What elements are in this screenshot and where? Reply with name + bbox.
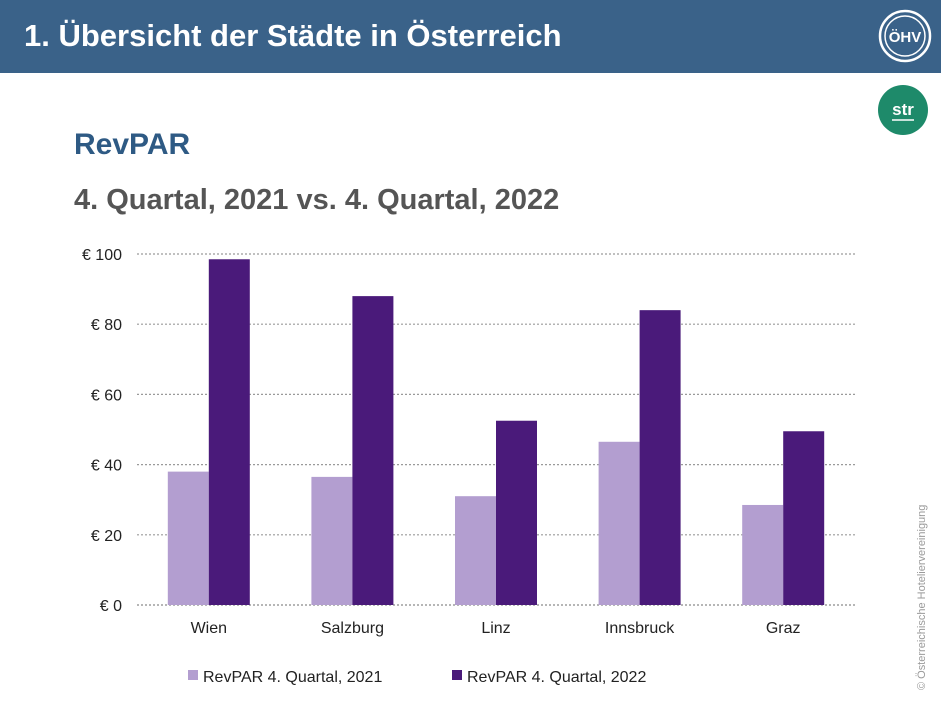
oehv-logo: ÖHV [878,9,932,63]
header-bar: 1. Übersicht der Städte in Österreich ÖH… [0,0,941,73]
str-logo-text: str [892,100,914,119]
bar-2021-linz [455,496,496,605]
bar-2022-graz [783,431,825,605]
page-title: 1. Übersicht der Städte in Österreich [24,18,562,53]
bar-2021-wien [167,471,209,605]
chart-subtitle: RevPAR [74,128,191,161]
bar-2022-wien [208,259,250,605]
bar-2021-salzburg [311,476,353,605]
x-tick-label: Graz [766,620,801,637]
bar-2022-linz [496,420,537,605]
legend-label-2021: RevPAR 4. Quartal, 2021 [203,669,382,686]
y-tick-label: € 0 [100,598,122,615]
y-tick-label: € 80 [91,317,122,334]
chart-period: 4. Quartal, 2021 vs. 4. Quartal, 2022 [74,184,560,216]
bar-2021-graz [742,504,784,605]
y-tick-label: € 60 [91,387,122,404]
str-logo: str [878,85,928,135]
x-tick-label: Linz [481,620,510,637]
x-tick-label: Wien [191,620,227,637]
bar-2022-innsbruck [639,310,681,605]
bar-2022-salzburg [352,296,394,605]
x-tick-label: Salzburg [321,620,384,637]
y-tick-label: € 20 [91,528,122,545]
bar-2021-innsbruck [598,441,640,605]
x-tick-label: Innsbruck [605,620,675,637]
revpar-bar-chart: € 0 € 20 € 40 € 60 € 80 € 100 Wien Salzburg Linz… [82,247,855,686]
legend-label-2022: RevPAR 4. Quartal, 2022 [467,669,646,686]
y-tick-label: € 100 [82,247,122,264]
legend-swatch-2021 [188,670,198,680]
copyright-text: © Österreichische Hoteliervereinigung [916,504,928,690]
y-tick-label: € 40 [91,458,122,475]
legend-swatch-2022 [452,670,462,680]
oehv-logo-text: ÖHV [889,29,922,46]
